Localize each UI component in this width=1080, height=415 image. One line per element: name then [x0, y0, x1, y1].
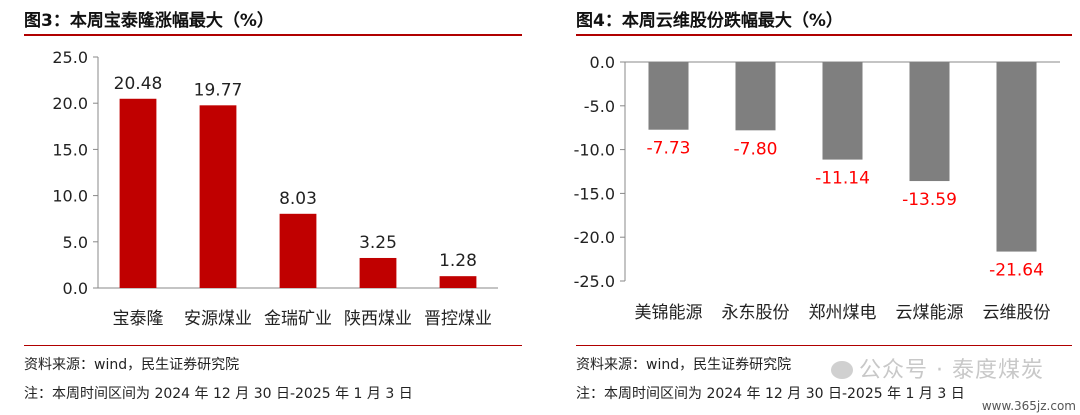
x-tick-label: 宝泰隆: [113, 309, 164, 329]
y-tick-label: 0.0: [590, 53, 615, 72]
data-label: 8.03: [279, 189, 317, 209]
left-footer-rule: [24, 345, 522, 346]
x-tick-label: 云煤能源: [896, 303, 964, 323]
y-tick-label: 25.0: [52, 48, 88, 67]
x-tick-label: 金瑞矿业: [264, 309, 332, 329]
data-label: 1.28: [439, 251, 477, 271]
bar: [909, 62, 950, 182]
x-tick-label: 永东股份: [722, 303, 790, 323]
bar: [648, 62, 689, 130]
bar: [199, 105, 237, 289]
left-panel: 图3：本周宝泰隆涨幅最大（%） 0.0 5.0 10.0 15.0 20.0 25.0 20…: [0, 0, 530, 415]
y-tick-label: 5.0: [63, 233, 88, 252]
y-tick-label: 20.0: [52, 94, 88, 113]
y-tick-label: -15.0: [574, 184, 615, 203]
left-bar-chart: 0.0 5.0 10.0 15.0 20.0 25.0 20.48 宝泰隆 19.77 安源煤业 8…: [52, 48, 498, 329]
right-panel: 图4：本周云维股份跌幅最大（%） 0.0 -5.0 -10.0 -15.0 -20.0 -…: [552, 0, 1080, 415]
data-label: -7.73: [647, 139, 691, 159]
bar: [359, 257, 397, 288]
x-tick-label: 美锦能源: [635, 303, 703, 323]
bar: [439, 276, 477, 288]
left-chart-title: 图3：本周宝泰隆涨幅最大（%）: [24, 11, 274, 31]
right-footer-rule: [576, 345, 1072, 346]
right-source-note: 资料来源：wind，民生证券研究院: [576, 357, 792, 373]
y-tick-label: -5.0: [584, 97, 615, 116]
bar: [119, 98, 157, 288]
x-tick-label: 云维股份: [983, 303, 1051, 323]
data-label: -21.64: [989, 261, 1044, 281]
data-label: -13.59: [902, 190, 957, 210]
data-label: 19.77: [194, 80, 243, 100]
x-tick-label: 晋控煤业: [424, 309, 492, 329]
left-period-note: 注：本周时间区间为 2024 年 12 月 30 日-2025 年 1 月 3 …: [24, 386, 413, 402]
wechat-icon: [831, 361, 854, 379]
site-watermark: www.365jz.com: [981, 399, 1076, 413]
data-label: -11.14: [815, 169, 870, 189]
right-title-rule: [576, 34, 1072, 36]
data-label: 20.48: [114, 74, 163, 94]
y-tick-label: 15.0: [52, 140, 88, 159]
data-label: -7.80: [734, 139, 778, 159]
data-label: 3.25: [359, 233, 397, 253]
watermark: 公众号 · 泰度煤炭: [831, 352, 1044, 384]
x-tick-label: 郑州煤电: [809, 303, 877, 323]
y-tick-label: -10.0: [574, 141, 615, 160]
y-tick-label: 10.0: [52, 187, 88, 206]
left-title-rule: [24, 34, 522, 36]
y-tick-label: -20.0: [574, 228, 615, 247]
right-bar-chart: 0.0 -5.0 -10.0 -15.0 -20.0 -25.0 -7.73 美锦能源 -7.8…: [574, 53, 1060, 323]
bar: [822, 62, 863, 160]
x-tick-label: 安源煤业: [184, 309, 252, 329]
right-period-note: 注：本周时间区间为 2024 年 12 月 30 日-2025 年 1 月 3 …: [576, 386, 965, 402]
bar: [735, 62, 776, 131]
right-chart-title: 图4：本周云维股份跌幅最大（%）: [576, 11, 843, 31]
bar: [279, 213, 317, 288]
bar: [996, 62, 1037, 252]
left-source-note: 资料来源：wind，民生证券研究院: [24, 357, 240, 373]
watermark-text: 公众号 · 泰度煤炭: [859, 358, 1044, 383]
y-tick-label: -25.0: [574, 272, 615, 291]
x-tick-label: 陕西煤业: [344, 309, 412, 329]
y-tick-label: 0.0: [63, 279, 88, 298]
